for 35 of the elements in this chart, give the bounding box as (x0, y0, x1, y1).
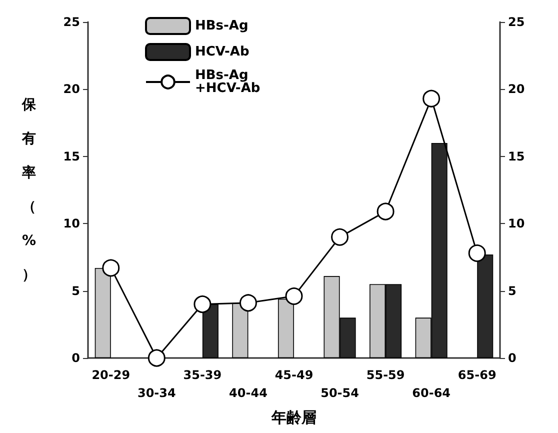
x-tick-label: 35-39 (183, 368, 222, 382)
x-axis-title: 年齢層 (270, 408, 316, 426)
point (331, 228, 349, 246)
point (468, 244, 486, 262)
y2-tick-label: 25 (508, 15, 525, 29)
legend-label: HBs-Ag +HCV-Ab (195, 68, 260, 96)
x-tick-label: 55-59 (366, 368, 405, 382)
y2-tick-label: 20 (508, 82, 525, 96)
x-tick-label: 60-64 (412, 386, 451, 400)
y-tick-label: 20 (63, 82, 80, 96)
x-tick-label: 20-29 (92, 368, 130, 382)
y2-tick-label: 15 (508, 149, 525, 164)
y-tick-label: 5 (72, 284, 80, 298)
point (422, 90, 440, 108)
y2-tick-label: 10 (508, 216, 525, 231)
y-tick-label: 15 (63, 149, 80, 164)
point (102, 259, 120, 277)
legend-label: HCV-Ab (195, 44, 250, 60)
x-tick-label: 45-49 (274, 368, 314, 382)
x-tick-label: 40-44 (229, 386, 268, 400)
y-tick-label: 0 (72, 351, 80, 365)
y-tick-label: 10 (63, 216, 80, 231)
x-tick-label: 30-34 (137, 386, 176, 400)
x-tick-label: 65-69 (458, 368, 496, 382)
x-tick-label: 50-54 (320, 386, 359, 400)
y2-tick-label: 5 (508, 284, 516, 298)
point (285, 287, 303, 305)
point (194, 295, 212, 313)
y-tick-label: 25 (63, 15, 80, 29)
point (376, 202, 394, 220)
point (148, 349, 166, 367)
point (239, 294, 257, 312)
legend-label: HBs-Ag (195, 18, 248, 34)
text: 保有率（%） (22, 97, 36, 283)
y2-tick-label: 0 (508, 351, 516, 365)
